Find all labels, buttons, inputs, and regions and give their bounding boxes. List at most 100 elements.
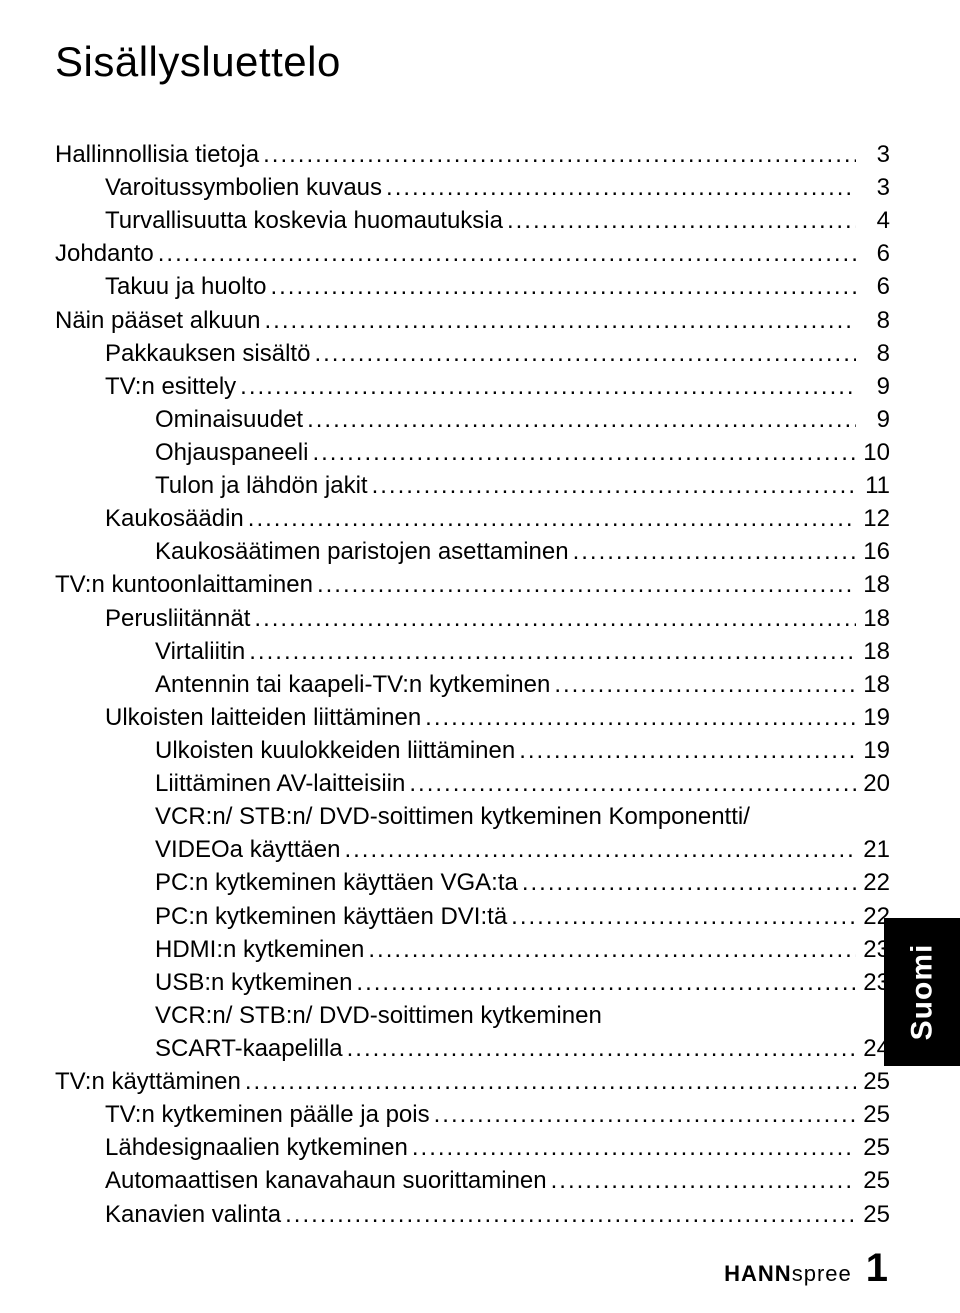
toc-entry: Ulkoisten kuulokkeiden liittäminen 19: [55, 734, 890, 767]
toc-entry: Kaukosäädin 12: [55, 502, 890, 535]
toc-entry: TV:n kuntoonlaittaminen 18: [55, 568, 890, 601]
toc-entry-page: 25: [856, 1164, 890, 1197]
toc-entry-label: Antennin tai kaapeli-TV:n kytkeminen: [155, 668, 550, 701]
toc-leader-dots: [550, 668, 856, 701]
toc-entry-page: 19: [856, 734, 890, 767]
footer: HANNspree 1: [724, 1246, 888, 1291]
toc-entry: Pakkauksen sisältö8: [55, 337, 890, 370]
toc-entry-page: 8: [856, 304, 890, 337]
toc-entry-label: Ulkoisten kuulokkeiden liittäminen: [155, 734, 515, 767]
toc-leader-dots: [259, 138, 856, 171]
toc-leader-dots: [310, 337, 856, 370]
toc-entry-page: 3: [856, 171, 890, 204]
toc-leader-dots: [408, 1131, 856, 1164]
toc-leader-dots: [236, 370, 856, 403]
toc-entry-page: 18: [856, 668, 890, 701]
toc-entry: Automaattisen kanavahaun suorittaminen 25: [55, 1164, 890, 1197]
toc-leader-dots: [303, 403, 856, 436]
toc-leader-dots: [154, 237, 856, 270]
toc-entry: Kaukosäätimen paristojen asettaminen 16: [55, 535, 890, 568]
toc-entry-label: Virtaliitin: [155, 635, 245, 668]
toc-entry-page: 6: [856, 270, 890, 303]
toc-entry: Perusliitännät 18: [55, 602, 890, 635]
toc-entry-label: TV:n kytkeminen päälle ja pois: [105, 1098, 430, 1131]
toc-entry-label: TV:n käyttäminen: [55, 1065, 241, 1098]
toc-entry: Ulkoisten laitteiden liittäminen 19: [55, 701, 890, 734]
toc-entry: Takuu ja huolto6: [55, 270, 890, 303]
toc-entry-page: 6: [856, 237, 890, 270]
toc-entry-label: Varoitussymbolien kuvaus: [105, 171, 382, 204]
brand-light: spree: [792, 1261, 852, 1286]
toc-entry-page: 18: [856, 602, 890, 635]
toc-leader-dots: [515, 734, 856, 767]
toc-entry-label: Kanavien valinta: [105, 1198, 281, 1231]
toc-entry-page: 18: [856, 568, 890, 601]
toc-leader-dots: [250, 602, 856, 635]
toc-entry-page: 11: [856, 469, 890, 502]
toc-entry: Virtaliitin18: [55, 635, 890, 668]
toc-entry-page: 25: [856, 1198, 890, 1231]
toc-entry-page: 8: [856, 337, 890, 370]
toc-leader-dots: [503, 204, 856, 237]
toc-entry: Turvallisuutta koskevia huomautuksia4: [55, 204, 890, 237]
toc-entry-label: Ulkoisten laitteiden liittäminen: [105, 701, 421, 734]
toc-entry: Ominaisuudet9: [55, 403, 890, 436]
toc-entry-label: Näin pääset alkuun: [55, 304, 260, 337]
toc-entry: VCR:n/ STB:n/ DVD-soittimen kytkeminenSC…: [55, 999, 890, 1065]
toc-entry-label: TV:n kuntoonlaittaminen: [55, 568, 313, 601]
toc-entry-page: 25: [856, 1065, 890, 1098]
toc-leader-dots: [364, 933, 856, 966]
toc-leader-dots: [241, 1065, 856, 1098]
toc-entry-label: PC:n kytkeminen käyttäen VGA:ta: [155, 866, 518, 899]
toc-entry-page: 9: [856, 370, 890, 403]
toc-leader-dots: [343, 1032, 856, 1065]
toc-entry-label: HDMI:n kytkeminen: [155, 933, 364, 966]
toc-entry-label: Kaukosäädin: [105, 502, 244, 535]
toc-leader-dots: [382, 171, 856, 204]
toc-leader-dots: [547, 1164, 856, 1197]
toc-leader-dots: [421, 701, 856, 734]
toc-entry-label: TV:n esittely: [105, 370, 236, 403]
page-number: 1: [866, 1246, 888, 1291]
toc-entry-page: 25: [856, 1098, 890, 1131]
toc-entry-label: Hallinnollisia tietoja: [55, 138, 259, 171]
toc-entry-page: 16: [856, 535, 890, 568]
toc-entry-label: Kaukosäätimen paristojen asettaminen: [155, 535, 569, 568]
toc-entry-label: Tulon ja lähdön jakit: [155, 469, 368, 502]
toc-entry-label: Lähdesignaalien kytkeminen: [105, 1131, 408, 1164]
toc-entry-label: USB:n kytkeminen: [155, 966, 352, 999]
toc-leader-dots: [368, 469, 856, 502]
toc-entry: Johdanto 6: [55, 237, 890, 270]
toc-entry-label: Perusliitännät: [105, 602, 250, 635]
toc-entry-label: Liittäminen AV-laitteisiin: [155, 767, 405, 800]
toc-entry: HDMI:n kytkeminen23: [55, 933, 890, 966]
toc-entry: TV:n esittely 9: [55, 370, 890, 403]
toc-entry: PC:n kytkeminen käyttäen VGA:ta22: [55, 866, 890, 899]
toc-leader-dots: [507, 900, 856, 933]
toc-entry-label: Johdanto: [55, 237, 154, 270]
toc-entry: USB:n kytkeminen23: [55, 966, 890, 999]
toc-leader-dots: [340, 833, 856, 866]
toc-entry-page: 12: [856, 502, 890, 535]
toc-leader-dots: [518, 866, 856, 899]
toc-leader-dots: [281, 1198, 856, 1231]
toc-leader-dots: [430, 1098, 856, 1131]
toc-entry-page: 10: [856, 436, 890, 469]
toc-entry-label: Automaattisen kanavahaun suorittaminen: [105, 1164, 547, 1197]
table-of-contents: Hallinnollisia tietoja3Varoitussymbolien…: [55, 138, 890, 1231]
toc-leader-dots: [405, 767, 856, 800]
toc-entry-label: VCR:n/ STB:n/ DVD-soittimen kytkeminen: [155, 999, 890, 1032]
toc-entry-page: 4: [856, 204, 890, 237]
toc-entry: Kanavien valinta 25: [55, 1198, 890, 1231]
language-tab-label: Suomi: [905, 944, 939, 1041]
toc-leader-dots: [245, 635, 856, 668]
toc-entry-page: 9: [856, 403, 890, 436]
toc-entry-label: PC:n kytkeminen käyttäen DVI:tä: [155, 900, 507, 933]
toc-leader-dots: [244, 502, 856, 535]
toc-entry-label: Ohjauspaneeli: [155, 436, 308, 469]
toc-entry: Antennin tai kaapeli-TV:n kytkeminen 18: [55, 668, 890, 701]
toc-entry-label: VCR:n/ STB:n/ DVD-soittimen kytkeminen K…: [155, 800, 890, 833]
toc-entry: Hallinnollisia tietoja3: [55, 138, 890, 171]
toc-entry-page: 19: [856, 701, 890, 734]
brand-logo: HANNspree: [724, 1261, 852, 1287]
